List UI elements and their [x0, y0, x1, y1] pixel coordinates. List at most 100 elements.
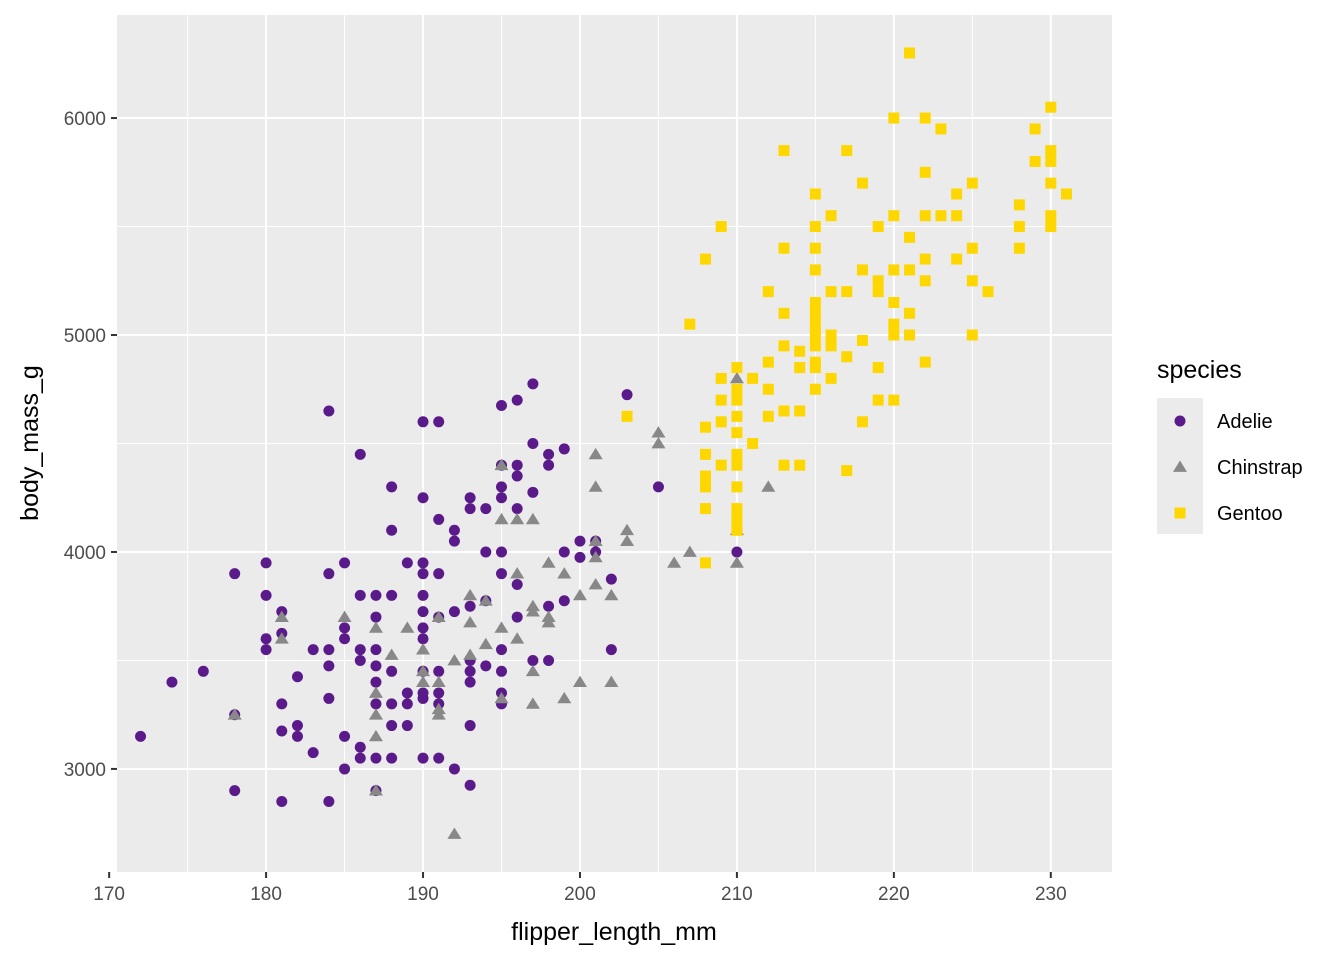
- data-point: [339, 633, 351, 645]
- data-point: [260, 633, 272, 645]
- data-point: [747, 372, 759, 384]
- data-point: [966, 242, 978, 254]
- data-point: [825, 340, 837, 352]
- data-point: [260, 589, 272, 601]
- data-point: [935, 123, 947, 135]
- y-tick-label: 5000: [64, 326, 106, 347]
- data-points: [135, 47, 1072, 839]
- data-point: [731, 383, 743, 395]
- legend-item-gentoo: Gentoo: [1174, 503, 1283, 525]
- data-point: [825, 210, 837, 222]
- data-point: [543, 448, 555, 460]
- data-point: [527, 654, 539, 666]
- data-point: [464, 779, 476, 791]
- data-point: [966, 177, 978, 189]
- data-point: [370, 698, 382, 710]
- data-point: [541, 615, 556, 628]
- data-point: [339, 763, 351, 775]
- data-point: [433, 416, 445, 428]
- data-point: [510, 512, 525, 525]
- data-point: [511, 394, 523, 406]
- data-point: [809, 362, 821, 374]
- data-point: [700, 448, 712, 460]
- data-point: [433, 568, 445, 580]
- data-point: [700, 421, 712, 433]
- data-point: [229, 568, 241, 580]
- data-point: [510, 567, 525, 579]
- data-point: [872, 362, 884, 374]
- data-point: [433, 513, 445, 525]
- data-point: [809, 188, 821, 200]
- data-point: [417, 416, 429, 428]
- data-point: [684, 318, 696, 330]
- data-point: [841, 465, 853, 477]
- data-point: [525, 664, 540, 677]
- data-point: [370, 660, 382, 672]
- data-point: [370, 644, 382, 656]
- data-point: [464, 665, 476, 677]
- data-point: [809, 296, 821, 308]
- data-point: [809, 383, 821, 395]
- data-point: [856, 177, 868, 189]
- data-point: [510, 632, 525, 644]
- data-point: [417, 633, 429, 645]
- legend-title: species: [1157, 356, 1242, 384]
- data-point: [1045, 101, 1057, 113]
- data-point: [982, 286, 994, 298]
- data-point: [605, 644, 617, 656]
- data-point: [778, 459, 790, 471]
- data-point: [588, 447, 603, 460]
- data-point: [731, 513, 743, 525]
- data-point: [416, 675, 431, 688]
- data-point: [448, 763, 460, 775]
- data-point: [416, 643, 431, 655]
- data-point: [525, 697, 540, 709]
- data-point: [919, 356, 931, 368]
- data-point: [731, 503, 743, 515]
- data-point: [572, 675, 587, 688]
- data-point: [966, 329, 978, 341]
- data-point: [778, 405, 790, 417]
- data-point: [417, 752, 429, 764]
- data-point: [276, 698, 288, 710]
- data-point: [841, 351, 853, 363]
- data-point: [919, 210, 931, 222]
- data-point: [464, 720, 476, 732]
- data-point: [354, 589, 366, 601]
- x-tick-label: 210: [721, 884, 753, 905]
- data-point: [543, 654, 555, 666]
- data-point: [337, 610, 352, 622]
- data-point: [323, 568, 335, 580]
- data-point: [652, 481, 664, 493]
- data-point: [731, 481, 743, 493]
- data-point: [621, 410, 633, 422]
- data-point: [951, 188, 963, 200]
- data-point: [417, 622, 429, 634]
- data-point: [557, 691, 572, 704]
- x-axis-title: flipper_length_mm: [511, 918, 717, 946]
- y-tick-label: 3000: [64, 760, 106, 781]
- data-point: [384, 648, 399, 660]
- data-point: [919, 112, 931, 124]
- data-point: [794, 459, 806, 471]
- data-point: [700, 470, 712, 482]
- data-point: [856, 264, 868, 276]
- data-point: [448, 606, 460, 618]
- data-point: [558, 546, 570, 558]
- legend-label: Gentoo: [1217, 503, 1283, 525]
- data-point: [463, 615, 478, 628]
- data-point: [682, 545, 697, 557]
- grid-major: [108, 15, 1112, 872]
- data-point: [354, 654, 366, 666]
- data-point: [401, 687, 413, 699]
- data-point: [762, 383, 774, 395]
- data-point: [417, 589, 429, 601]
- data-point: [715, 394, 727, 406]
- data-point: [809, 307, 821, 319]
- data-point: [511, 611, 523, 623]
- data-point: [386, 481, 398, 493]
- data-point: [872, 221, 884, 233]
- data-point: [417, 557, 429, 569]
- data-point: [401, 720, 413, 732]
- data-point: [496, 546, 508, 558]
